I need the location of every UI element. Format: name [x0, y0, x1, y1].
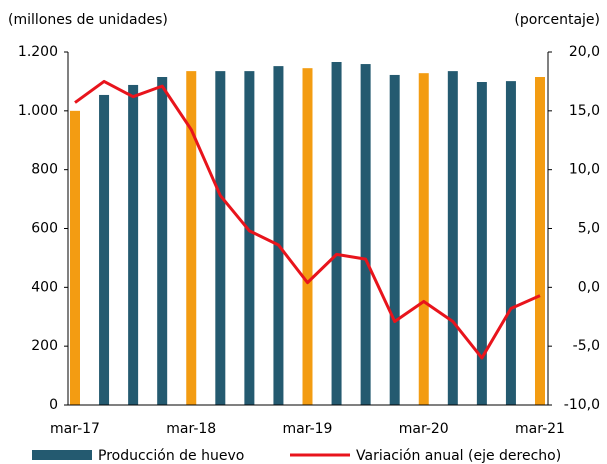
y2-axis-title: (porcentaje) [514, 12, 600, 28]
y2-tick-label: 10,0 [569, 162, 600, 178]
bar [360, 64, 371, 405]
bar [157, 77, 168, 406]
y2-tick-label: 0,0 [578, 279, 600, 295]
legend-swatch [32, 450, 92, 460]
bar [418, 73, 429, 406]
bar [70, 110, 80, 405]
bar [505, 81, 516, 405]
bar [186, 71, 197, 405]
bar [535, 77, 545, 406]
y2-tick-label: 20,0 [569, 44, 600, 60]
y2-tick-label: 5,0 [578, 221, 600, 237]
bar [476, 82, 487, 405]
y-tick-label: 200 [31, 338, 58, 354]
y-tick-label: 0 [49, 397, 58, 413]
y2-tick-label: -5,0 [573, 338, 600, 354]
x-tick-label: mar-21 [515, 421, 565, 437]
y-tick-label: 800 [31, 162, 58, 178]
legend-label: Variación anual (eje derecho) [356, 448, 561, 464]
bar [244, 71, 255, 405]
y2-tick-label: 15,0 [569, 103, 600, 119]
y-tick-label: 400 [31, 279, 58, 295]
x-tick-label: mar-18 [166, 421, 216, 437]
x-tick-label: mar-17 [50, 421, 100, 437]
line [74, 79, 541, 360]
y-axis-title: (millones de unidades) [8, 12, 168, 28]
bar [273, 66, 284, 406]
y2-tick-label: -10,0 [564, 397, 600, 413]
y-tick-label: 1.200 [18, 44, 58, 60]
y-tick-label: 1.000 [18, 103, 58, 119]
bar [128, 84, 139, 406]
x-tick-label: mar-20 [399, 421, 449, 437]
bar [302, 68, 313, 405]
x-tick-label: mar-19 [283, 421, 333, 437]
y-tick-label: 600 [31, 221, 58, 237]
bar [99, 94, 110, 405]
bar [389, 74, 400, 405]
bar [331, 62, 342, 405]
bar [215, 71, 226, 405]
legend-label: Producción de huevo [98, 448, 244, 464]
bar [447, 71, 458, 405]
